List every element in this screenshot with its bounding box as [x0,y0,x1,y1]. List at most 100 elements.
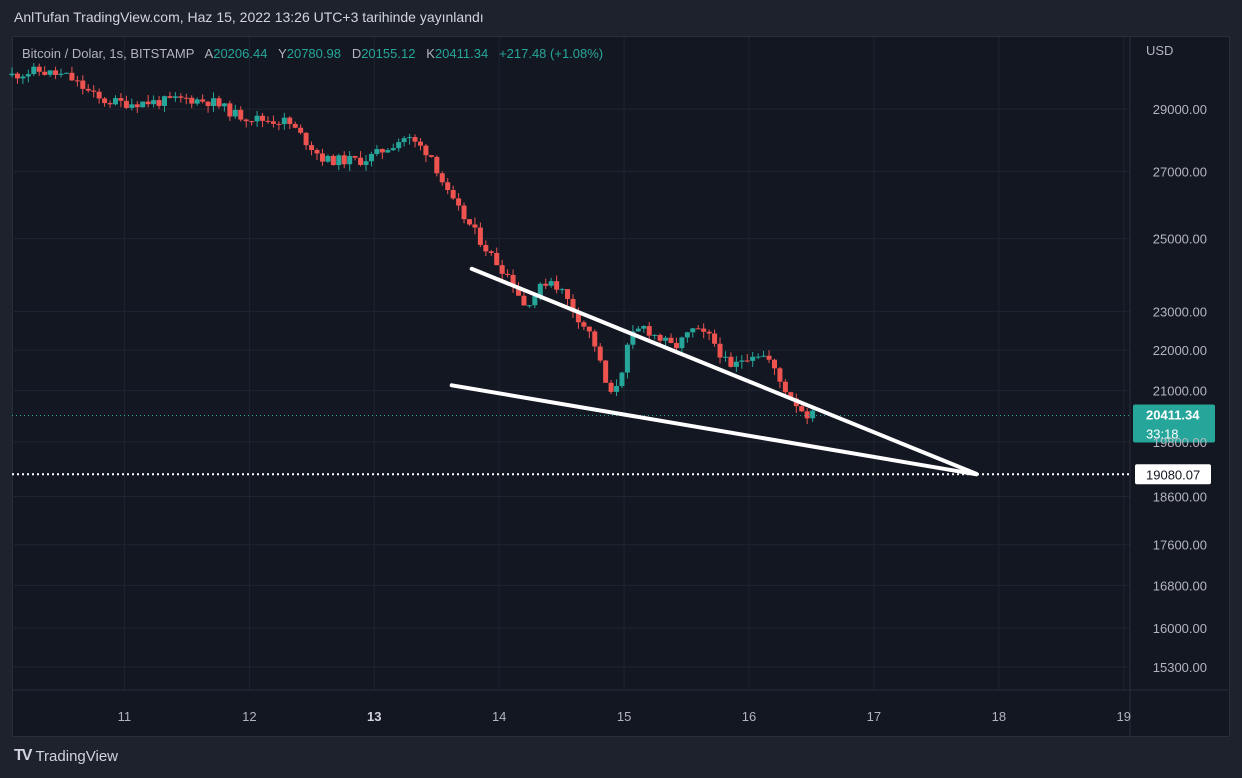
candle-down [450,190,456,199]
last-price-label: 20411.34 [1146,407,1200,422]
candle-down [69,72,75,81]
candle-down [314,150,320,154]
candle-up [690,328,696,333]
time-tick-label: 13 [367,709,381,724]
publish-info: AnlTufan TradingView.com, Haz 15, 2022 1… [14,9,484,25]
candle-down [205,101,211,106]
candle-up [526,305,532,307]
candle-down [521,295,527,306]
time-tick-label: 15 [617,709,631,724]
candle-up [619,372,625,387]
candle-down [36,66,42,72]
price-tick-label: 16000.00 [1153,621,1207,636]
candle-up [254,115,260,122]
candle-up [140,101,146,108]
price-tick-label: 27000.00 [1153,164,1207,179]
candle-up [172,96,178,98]
candle-up [368,153,374,162]
marked-level-label: 19080.07 [1146,467,1200,482]
candle-down [270,121,276,124]
candle-down [53,70,59,75]
candle-down [428,155,434,157]
candle-down [238,109,244,120]
price-tick-label: 19800.00 [1153,435,1207,450]
candle-down [592,331,598,347]
candle-up [630,331,636,345]
candle-down [243,119,249,122]
tradingview-logo[interactable]: TV TradingView [14,747,118,765]
candle-up [739,360,745,362]
candle-up [750,356,756,361]
candle-down [717,343,723,358]
open-label: A [204,46,214,61]
candle-down [554,281,560,290]
time-tick-label: 17 [867,709,881,724]
candle-down [298,127,304,133]
candle-up [336,155,342,166]
candle-up [635,328,641,332]
candle-down [575,311,581,323]
candle-up [161,96,167,106]
candle-down [608,382,614,392]
candle-up [663,337,669,341]
candle-down [777,368,783,382]
candle-down [145,101,151,105]
candle-up [194,99,200,104]
candle-up [761,355,767,357]
price-tick-label: 22000.00 [1153,343,1207,358]
candle-up [537,283,543,296]
price-tick-label: 25000.00 [1153,232,1207,247]
candle-down [379,149,385,153]
candle-down [445,182,451,191]
ohlc-legend: Bitcoin / Dolar, 1s, BITSTAMP A20206.44 … [22,46,603,61]
candle-up [20,76,26,79]
candle-down [423,145,429,156]
candle-down [782,381,788,393]
candle-down [581,322,587,327]
candle-up [407,137,413,139]
chart-panel[interactable] [12,36,1230,737]
candle-down [134,104,140,108]
time-tick-label: 16 [742,709,756,724]
trendline-upper [469,266,979,476]
candle-down [570,298,576,312]
candle-down [728,356,734,367]
low-label: D [351,46,362,61]
candle-down [456,198,462,206]
candle-up [722,356,728,358]
candle-down [96,91,102,99]
low-value: 20155.12 [361,46,416,61]
tradingview-logo-icon: TV [14,747,33,764]
candle-down [265,120,271,122]
trendline-lower [449,383,979,477]
candle-down [565,289,571,299]
candle-down [766,355,772,360]
candle-down [183,97,189,99]
candle-down [352,156,358,158]
candle-down [461,205,467,220]
trendlines [449,266,979,477]
candle-down [216,98,222,107]
candle-down [510,274,516,287]
candle-up [112,98,118,105]
candle-down [178,96,184,98]
candle-up [679,337,685,349]
axes: 29000.00 27000.00 25000.00 23000.00 22000.00… [12,37,1230,737]
candle-up [548,281,554,286]
candle-down [586,326,592,332]
candle-up [347,156,353,165]
candle-down [788,392,794,399]
price-tick-label: 29000.00 [1153,102,1207,117]
candle-up [9,73,15,76]
candle-up [151,100,157,105]
candle-down [668,337,674,343]
candle-up [31,66,37,75]
candle-down [505,273,511,275]
candle-up [47,70,53,75]
candle-up [63,72,69,74]
candle-up [684,332,690,338]
candle-down [85,88,91,91]
candle-up [374,149,380,154]
candle-up [129,104,135,108]
